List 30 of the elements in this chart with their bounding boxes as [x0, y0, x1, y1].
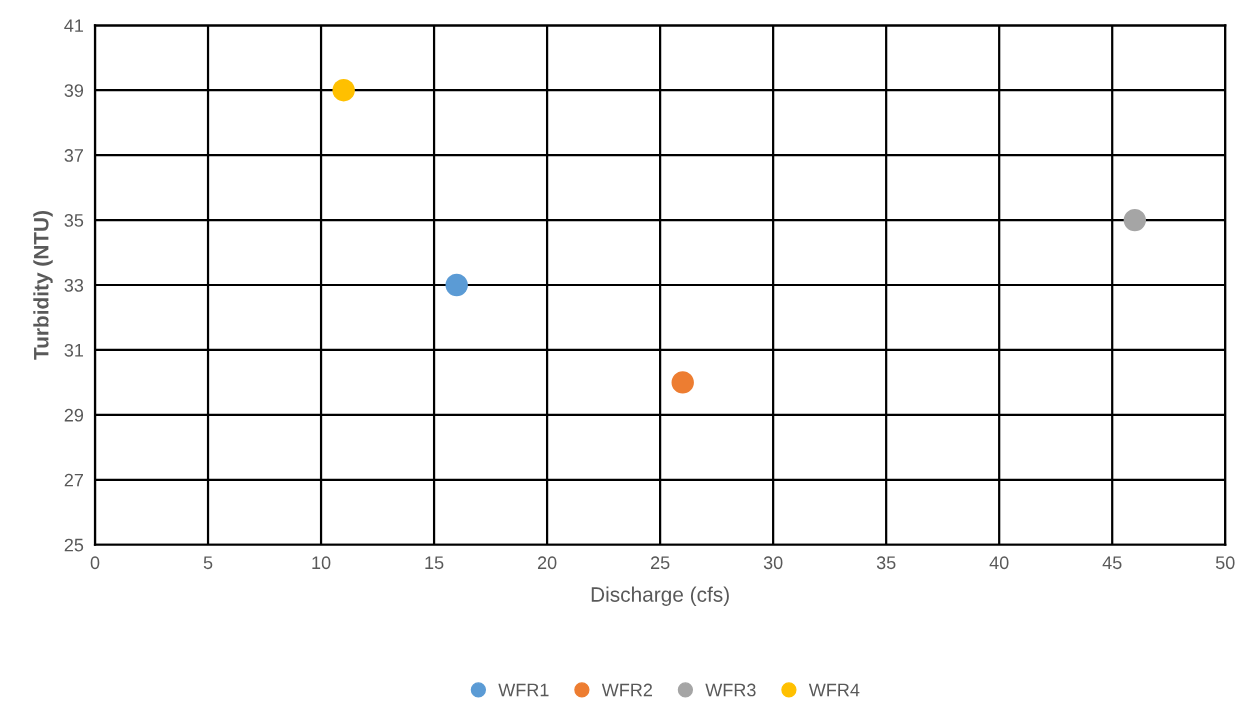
x-tick-label: 35	[876, 556, 896, 570]
x-tick-label: 10	[312, 556, 331, 570]
point	[332, 79, 355, 102]
y-tick-label: 35	[64, 214, 84, 227]
y-tick-label: 25	[64, 538, 84, 552]
x-tick-label: 15	[425, 556, 444, 570]
y-tick-label: 41	[64, 19, 84, 32]
y-tick-label: 29	[64, 408, 84, 422]
y-tick-label: 33	[64, 278, 84, 292]
x-tick-label: 40	[989, 556, 1009, 570]
y-tick-label: 31	[64, 343, 84, 357]
legend-label: WFR2	[601, 683, 652, 697]
point	[445, 273, 468, 297]
y-tick-label: 39	[64, 84, 84, 97]
point	[671, 371, 694, 394]
y-axis-title: Turbidity (NTU)	[33, 211, 53, 360]
legend-label: WFR1	[498, 683, 549, 697]
x-tick-label: 5	[203, 556, 213, 570]
x-tick-label: 30	[763, 556, 783, 570]
x-tick-label: 50	[1215, 556, 1235, 570]
legend-label: WFR4	[808, 683, 860, 697]
legend-label: WFR3	[705, 683, 756, 697]
x-tick-label: 0	[90, 556, 100, 570]
x-axis-title: Discharge (cfs)	[591, 586, 729, 606]
x-tick-label: 25	[650, 556, 670, 570]
point	[1123, 208, 1147, 232]
x-tick-label: 20	[537, 556, 557, 570]
x-tick-label: 45	[1102, 556, 1122, 570]
y-tick-label: 37	[64, 149, 83, 162]
y-tick-label: 27	[64, 473, 83, 487]
